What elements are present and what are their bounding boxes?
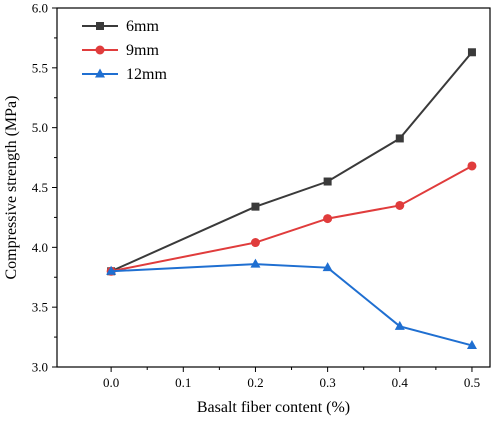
data-point-9mm — [323, 214, 333, 224]
series-12mm — [106, 258, 477, 349]
legend-label-6mm: 6mm — [126, 18, 159, 35]
y-axis-title: Compressive strength (MPa) — [3, 96, 20, 280]
data-point-9mm — [250, 238, 260, 248]
x-tick-label: 0.2 — [247, 375, 263, 390]
legend-label-9mm: 9mm — [126, 42, 159, 59]
legend-marker-9mm — [95, 45, 105, 55]
legend-marker-shape — [95, 45, 105, 55]
legend-marker-6mm — [96, 22, 104, 30]
y-tick-label: 6.0 — [32, 1, 48, 16]
y-tick-label: 5.0 — [32, 120, 48, 135]
legend-item-9mm: 9mm — [82, 42, 159, 59]
data-point-12mm — [250, 258, 261, 268]
data-point-9mm — [467, 161, 477, 171]
legend-marker-12mm — [95, 68, 105, 78]
x-tick-label: 0.3 — [320, 375, 336, 390]
legend-marker-shape — [96, 22, 104, 30]
series-line-9mm — [110, 165, 473, 273]
y-tick-label: 4.5 — [32, 180, 48, 195]
y-tick-label: 3.5 — [32, 300, 48, 315]
data-point-12mm — [322, 262, 333, 272]
data-point-9mm — [395, 200, 405, 210]
y-tick-label: 5.5 — [32, 60, 48, 75]
data-point-6mm — [323, 177, 332, 186]
series-line-12mm — [111, 263, 473, 347]
x-axis-title: Basalt fiber content (%) — [197, 399, 350, 416]
axes: 0.0 0.1 0.2 0.3 0.4 0.5 3.0 3.5 4.0 4.5 5.0 5.5 6.0 — [32, 1, 480, 391]
legend-marker-shape — [95, 68, 105, 78]
data-point-12mm — [106, 265, 117, 275]
legend-item-6mm: 6mm — [82, 18, 159, 35]
y-tick-label: 3.0 — [32, 360, 48, 375]
legend: 6mm 9mm 12mm — [82, 18, 167, 83]
x-tick-label: 0.5 — [464, 375, 480, 390]
plot-frame — [56, 7, 491, 368]
series-9mm — [106, 161, 477, 276]
y-tick-label: 4.0 — [32, 240, 48, 255]
data-point-6mm — [251, 202, 260, 211]
data-point-12mm — [394, 320, 405, 330]
x-tick-label: 0.1 — [175, 375, 191, 390]
data-point-6mm — [395, 134, 404, 143]
legend-label-12mm: 12mm — [126, 66, 167, 83]
x-tick-label: 0.4 — [392, 375, 409, 390]
x-tick-label: 0.0 — [103, 375, 119, 390]
series-line-6mm — [110, 51, 473, 273]
legend-item-12mm: 12mm — [82, 66, 167, 83]
data-point-12mm — [466, 339, 477, 349]
data-point-6mm — [467, 48, 476, 57]
